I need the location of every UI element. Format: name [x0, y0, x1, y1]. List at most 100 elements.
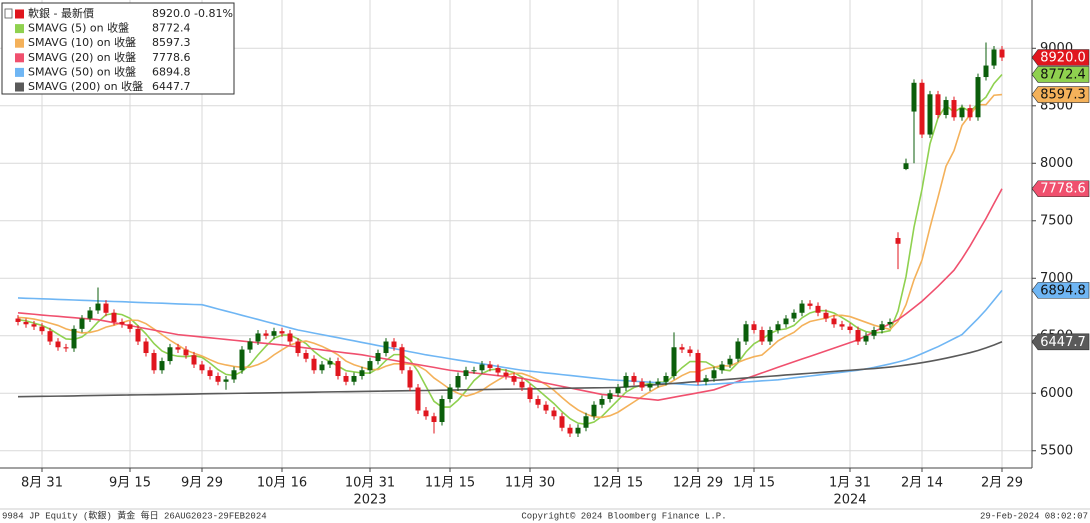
legend-label: 軟銀 - 最新價: [28, 6, 94, 20]
x-tick-label: 12月 29: [673, 476, 723, 491]
legend-swatch: [15, 24, 24, 34]
x-tick-label: 10月 16: [257, 476, 307, 491]
candle-body: [479, 364, 485, 371]
candle-body: [567, 427, 573, 434]
legend-label: SMAVG (20) on 收盤: [28, 50, 136, 64]
x-tick-label: 2月 14: [901, 476, 943, 491]
candle-body: [751, 324, 757, 331]
candle-body: [31, 324, 37, 327]
candle-body: [111, 312, 117, 322]
candle-body: [191, 355, 197, 365]
candle-body: [151, 353, 157, 371]
x-tick-label: 2月 29: [981, 476, 1023, 491]
candle-body: [975, 77, 981, 118]
x-year-label: 2024: [833, 493, 866, 508]
legend-value: 6447.7: [152, 80, 191, 93]
candle-body: [295, 341, 301, 354]
candle-body: [799, 303, 805, 313]
candle-body: [183, 349, 189, 356]
candle-body: [559, 416, 565, 428]
candle-body: [39, 326, 45, 332]
candle-body: [87, 310, 93, 319]
value-flag-label: 8920.0: [1040, 50, 1086, 65]
candle-body: [655, 381, 661, 385]
candle-body: [303, 353, 309, 359]
x-tick-label: 9月 29: [181, 476, 223, 491]
candle-body: [967, 108, 973, 118]
ma-line: [17, 289, 1003, 387]
candle-body: [263, 333, 269, 336]
candle-body: [63, 347, 69, 349]
value-flag: [1031, 333, 1090, 351]
candle-body: [79, 318, 85, 329]
candle-body: [535, 399, 541, 405]
x-tick-label: 10月 31: [345, 476, 395, 491]
candle-body: [359, 370, 365, 377]
candle-body: [807, 303, 813, 306]
x-tick-label: 11月 30: [505, 476, 555, 491]
x-tick-label: 12月 15: [593, 476, 643, 491]
value-flag: [1031, 180, 1090, 198]
candle-body: [863, 335, 869, 342]
footer-center: Copyright© 2024 Bloomberg Finance L.P.: [521, 511, 726, 521]
candle-body: [735, 341, 741, 359]
value-flag-label: 7778.6: [1040, 182, 1086, 197]
candle-body: [823, 312, 829, 319]
x-tick-label: 9月 15: [109, 476, 151, 491]
candle-body: [919, 82, 925, 135]
moving-averages: [17, 73, 1003, 426]
candle-body: [951, 100, 957, 118]
candle-body: [367, 361, 373, 371]
axes: 550060006500700075008000850090008月 319月 …: [21, 41, 1073, 508]
legend-label: SMAVG (200) on 收盤: [28, 79, 143, 93]
candle-body: [391, 341, 397, 348]
candle-body: [519, 381, 525, 388]
candle-body: [935, 94, 941, 115]
candle-body: [879, 324, 885, 331]
candle-body: [607, 393, 613, 400]
footer-right: 29-Feb-2024 08:02:07: [980, 511, 1088, 521]
legend-collapse-icon: [4, 8, 13, 19]
legend-swatch: [15, 67, 24, 77]
candle-body: [319, 364, 325, 371]
candle-body: [791, 312, 797, 319]
candle-body: [439, 399, 445, 423]
candle-body: [255, 333, 261, 342]
candle-body: [71, 328, 77, 349]
candle-body: [591, 404, 597, 417]
candle-body: [887, 321, 893, 325]
candle-body: [815, 305, 821, 313]
candle-body: [767, 330, 773, 342]
legend-swatch: [15, 38, 24, 48]
candle-body: [503, 372, 509, 377]
legend-label: SMAVG (5) on 收盤: [28, 21, 129, 35]
y-tick-label: 6000: [1040, 386, 1073, 401]
candle-body: [647, 384, 653, 388]
legend-swatch: [15, 82, 24, 92]
candle-body: [287, 333, 293, 342]
candle-body: [495, 367, 501, 373]
legend-box: [1, 2, 235, 95]
candle-body: [511, 376, 517, 382]
candle-body: [447, 387, 453, 400]
value-flag: [1031, 66, 1090, 83]
legend-value: 8772.4: [152, 22, 191, 35]
candle-body: [623, 376, 629, 388]
candle-body: [311, 358, 317, 371]
candle-body: [247, 341, 253, 350]
candle-body: [23, 321, 29, 325]
legend-swatch: [15, 9, 24, 19]
candle-body: [487, 364, 493, 368]
candle-body: [127, 324, 133, 329]
candle-body: [927, 94, 933, 135]
candle-body: [223, 379, 229, 382]
candle-body: [455, 376, 461, 388]
ma-line: [17, 341, 1003, 398]
candle-body: [727, 358, 733, 365]
candle-body: [527, 387, 533, 400]
legend-change: -0.81%: [194, 7, 233, 20]
candle-body: [783, 318, 789, 325]
value-flag-label: 6894.8: [1040, 283, 1086, 298]
candle-body: [415, 387, 421, 411]
candle-body: [991, 49, 997, 66]
